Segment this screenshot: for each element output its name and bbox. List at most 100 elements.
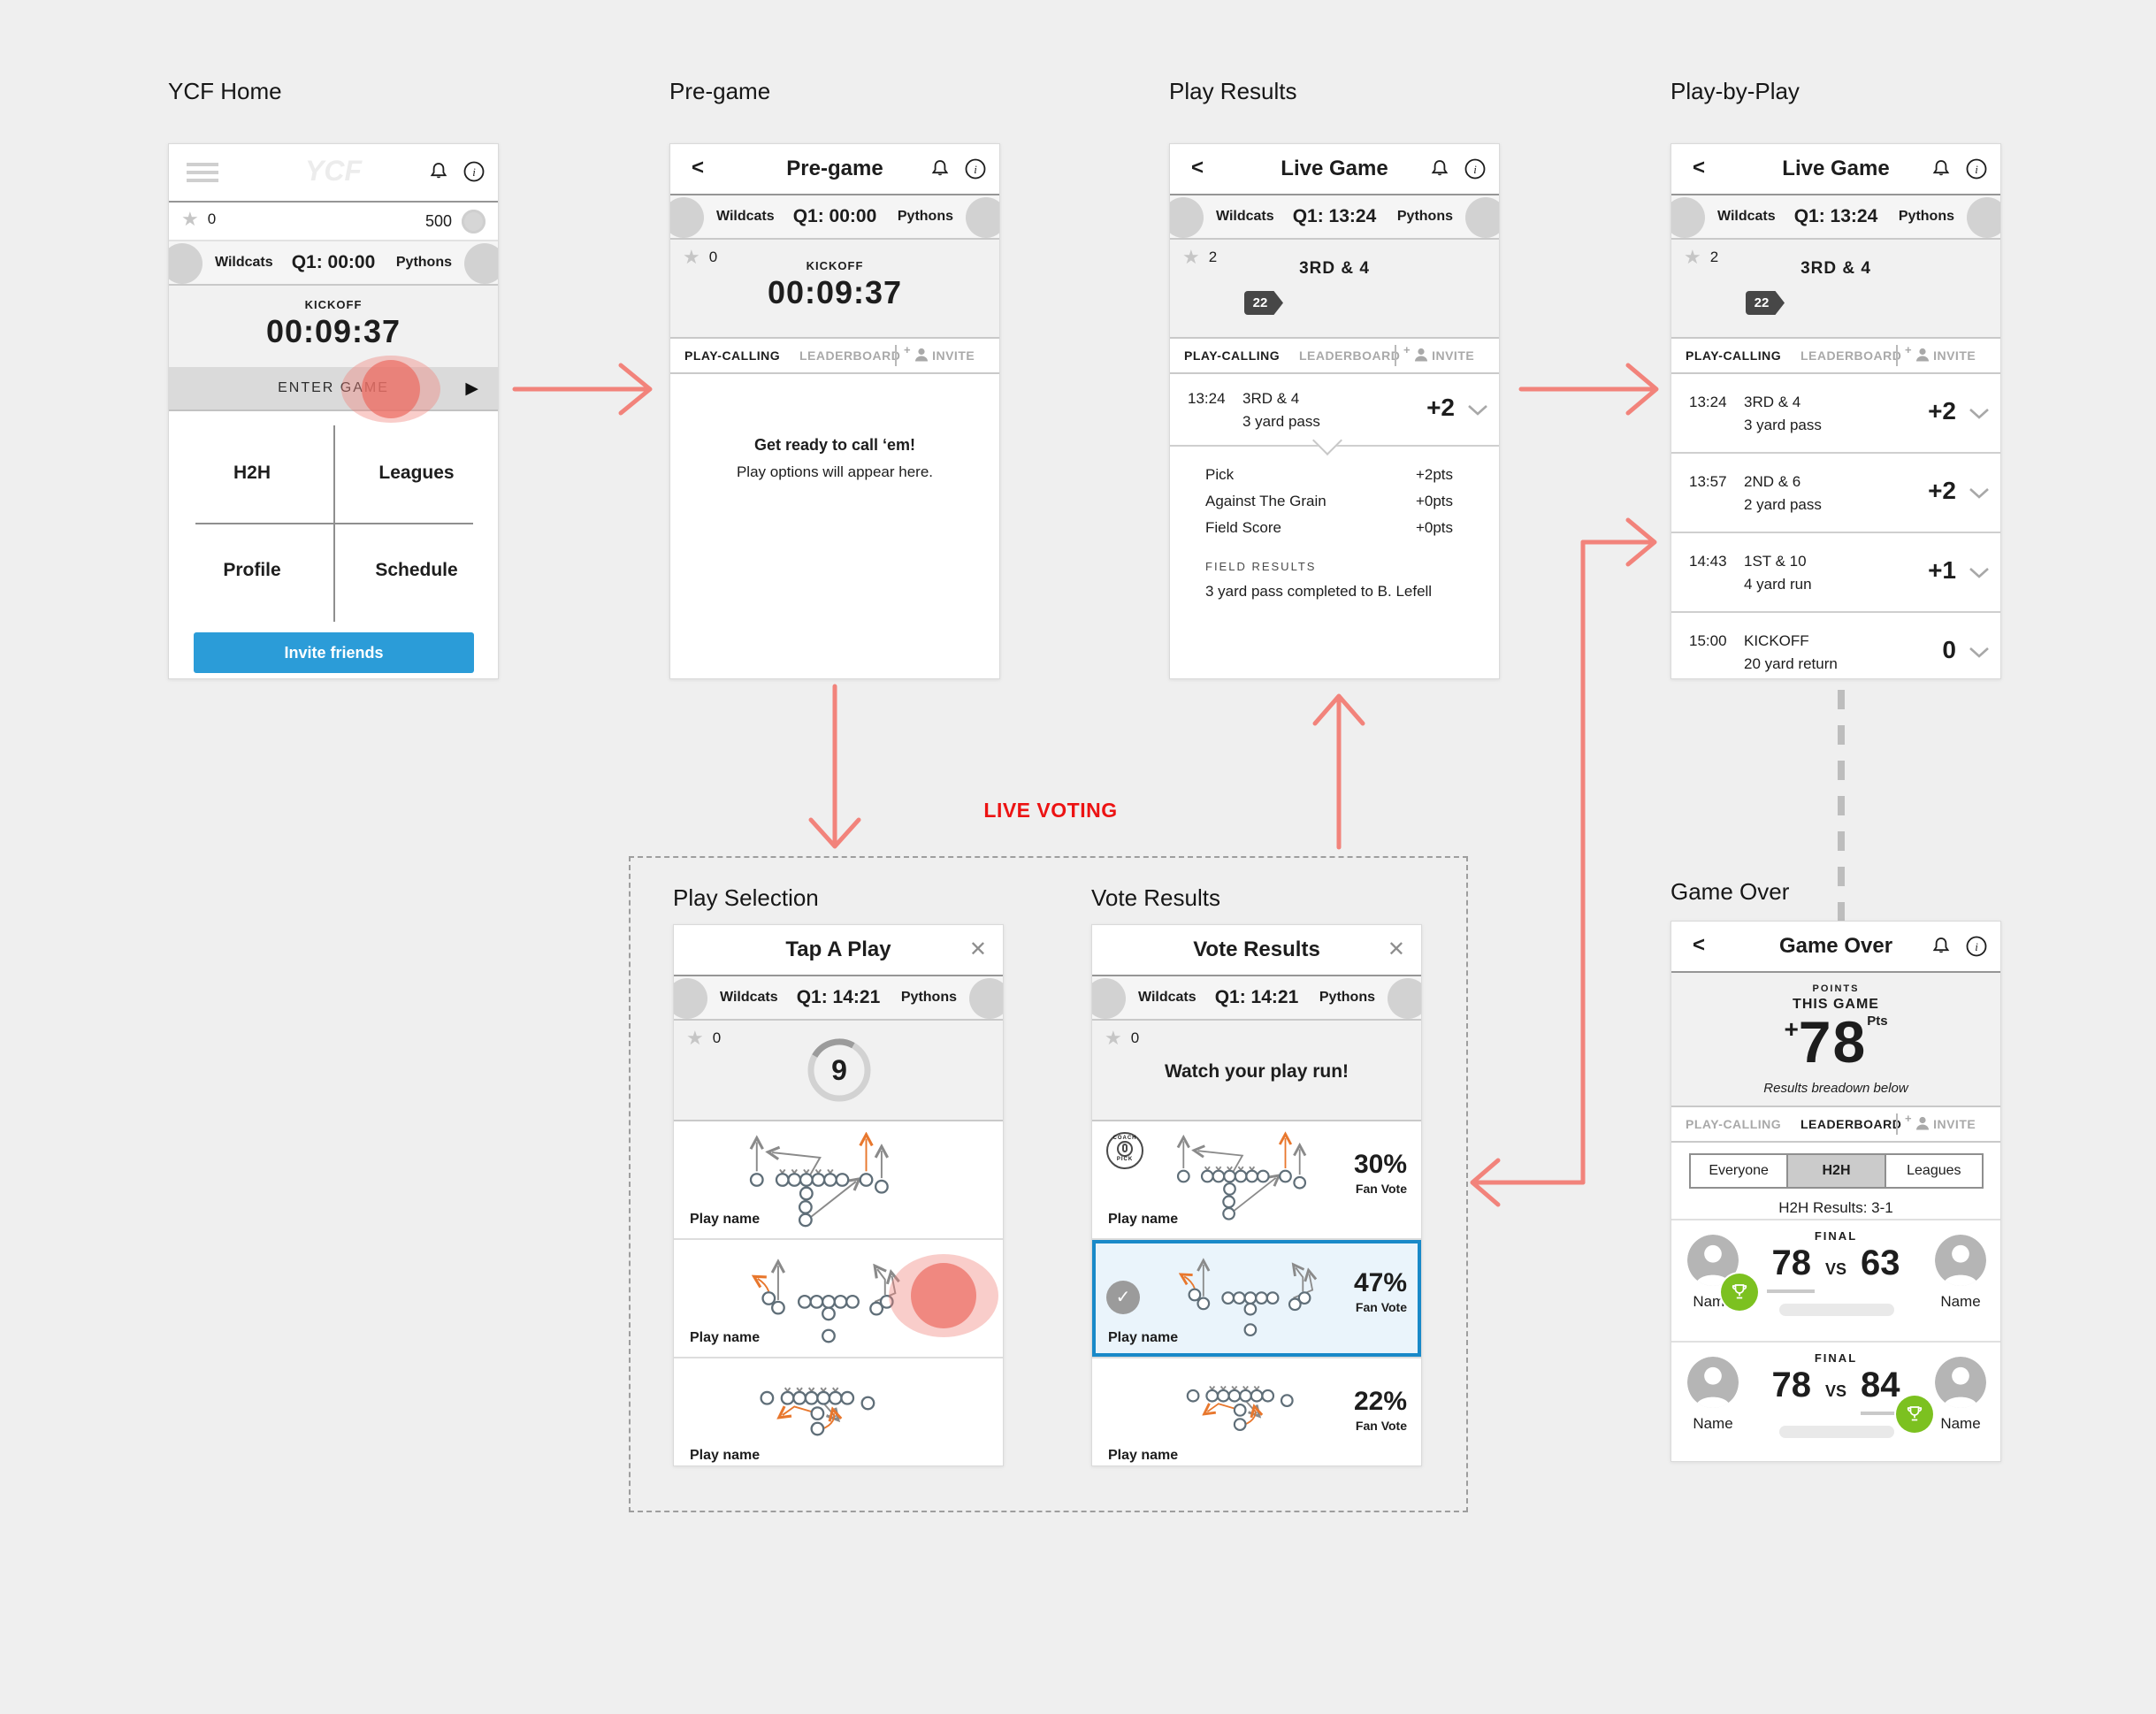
tab-leaderboard[interactable]: LEADERBOARD — [1299, 348, 1401, 363]
points-summary-panel: POINTS THIS GAME +78Pts Results breadown… — [1671, 973, 2000, 1107]
fan-vote-percent: 47% — [1353, 1268, 1407, 1297]
segment-leagues[interactable]: Leagues — [1907, 1163, 1961, 1178]
tab-divider — [1896, 1113, 1898, 1135]
chevron-down-icon[interactable] — [1969, 567, 1990, 579]
team-avatar-right — [1967, 197, 2000, 238]
team-name-right: Pythons — [395, 255, 452, 270]
tab-play-calling[interactable]: PLAY-CALLING — [1686, 348, 1782, 363]
enter-game-button[interactable]: ENTER GAME ▶ — [169, 367, 498, 411]
tab-invite[interactable]: + INVITE — [1905, 1112, 1976, 1131]
winner-underline — [1767, 1289, 1815, 1293]
play-row[interactable]: 13:57 2ND & 6 2 yard pass +2 — [1671, 454, 2000, 533]
back-button[interactable]: < — [692, 156, 705, 180]
countdown-ring — [807, 1038, 871, 1102]
plus-icon: + — [1905, 343, 1913, 356]
section-title-play-results: Play Results — [1169, 78, 1297, 104]
menu-item-leagues[interactable]: Leagues — [378, 463, 455, 483]
enter-game-label: ENTER GAME — [278, 380, 389, 395]
tab-leaderboard[interactable]: LEADERBOARD — [799, 348, 901, 363]
play-option-3[interactable]: Play name — [674, 1358, 1003, 1474]
bell-icon[interactable] — [929, 157, 952, 180]
down-panel: ★ 2 3RD & 4 22 — [1170, 240, 1499, 339]
tab-invite[interactable]: + INVITE — [904, 343, 975, 363]
tab-invite[interactable]: + INVITE — [1403, 343, 1475, 363]
screen-play-results: < Live Game Wildcats Q1: 13:24 Pythons ★… — [1169, 143, 1500, 679]
section-title-pregame: Pre-game — [669, 78, 771, 104]
down-and-distance: 3RD & 4 — [1800, 259, 1871, 278]
coin-count: 500 — [424, 212, 452, 230]
section-title-play-selection: Play Selection — [673, 884, 819, 911]
match-score: 78 VS 84 — [1771, 1366, 1900, 1404]
chevron-down-icon[interactable] — [1969, 487, 1990, 500]
vote-option-3[interactable]: 22% Fan Vote Play name — [1092, 1358, 1421, 1474]
vote-option-2-selected[interactable]: ✓ 47% Fan Vote Play name — [1092, 1240, 1421, 1358]
page-title: Vote Results — [1193, 937, 1320, 961]
segment-h2h[interactable]: H2H — [1788, 1155, 1886, 1187]
tab-play-calling[interactable]: PLAY-CALLING — [1184, 348, 1281, 363]
arrow-home-to-pregame — [512, 363, 653, 416]
info-icon[interactable] — [1965, 157, 1988, 180]
menu-item-h2h[interactable]: H2H — [233, 463, 271, 483]
kickoff-panel: KICKOFF 00:09:37 — [169, 286, 498, 374]
fan-vote-percent: 30% — [1353, 1150, 1407, 1179]
play-row[interactable]: 15:00 KICKOFF 20 yard return 0 — [1671, 613, 2000, 689]
team-avatar-left — [1170, 197, 1204, 238]
plus-icon: + — [904, 343, 912, 356]
back-button[interactable]: < — [1191, 156, 1204, 180]
back-button[interactable]: < — [1693, 156, 1706, 180]
invite-friends-button[interactable]: Invite friends — [194, 632, 474, 673]
down-and-distance: 3RD & 4 — [1299, 259, 1370, 278]
segment-everyone[interactable]: Everyone — [1691, 1155, 1789, 1187]
chevron-down-icon[interactable] — [1969, 647, 1990, 659]
player-name: Name — [1940, 1415, 1981, 1432]
info-icon[interactable] — [1965, 935, 1988, 958]
menu-item-schedule[interactable]: Schedule — [375, 560, 458, 580]
bell-icon[interactable] — [1930, 935, 1953, 958]
close-icon[interactable]: ✕ — [1387, 937, 1405, 961]
play-row[interactable]: 14:43 1ST & 10 4 yard run +1 — [1671, 533, 2000, 613]
tab-play-calling[interactable]: PLAY-CALLING — [684, 348, 781, 363]
page-title: Pre-game — [786, 157, 883, 180]
points-label: POINTS — [1812, 983, 1860, 994]
bell-icon[interactable] — [427, 160, 450, 183]
page-title: Tap A Play — [785, 937, 891, 961]
screen-play-by-play: < Live Game Wildcats Q1: 13:24 Pythons ★… — [1671, 143, 2001, 679]
close-icon[interactable]: ✕ — [968, 937, 987, 961]
info-icon[interactable] — [463, 160, 485, 183]
play-option-2[interactable]: Play name — [674, 1240, 1003, 1358]
team-avatar-right — [1465, 197, 1499, 238]
tab-leaderboard[interactable]: LEADERBOARD — [1800, 1117, 1902, 1131]
info-icon[interactable] — [1464, 157, 1487, 180]
vote-option-1[interactable]: COACH PICK 30% Fan Vote Play name — [1092, 1121, 1421, 1240]
game-clock: Q1: 13:24 — [1292, 206, 1377, 226]
tab-invite[interactable]: + INVITE — [1905, 343, 1976, 363]
chevron-down-icon[interactable] — [1467, 404, 1488, 417]
field-results-label: FIELD RESULTS — [1205, 560, 1317, 573]
hamburger-menu-icon[interactable] — [187, 163, 218, 187]
team-avatar-left — [670, 197, 704, 238]
h2h-match-row: Name FINAL 78 VS 84 Name — [1671, 1341, 2000, 1465]
plus-icon: + — [1403, 343, 1411, 356]
breakdown-row: Pick +2pts — [1205, 466, 1453, 483]
info-icon[interactable] — [964, 157, 987, 180]
team-name-left: Wildcats — [1138, 990, 1197, 1005]
back-button[interactable]: < — [1693, 933, 1706, 957]
breakdown-row: Against The Grain +0pts — [1205, 493, 1453, 509]
page-title: Live Game — [1281, 157, 1388, 180]
tab-play-calling[interactable]: PLAY-CALLING — [1686, 1117, 1782, 1131]
star-count: 0 — [1130, 1029, 1140, 1046]
coin-icon — [462, 210, 485, 233]
points-total: +78Pts — [1784, 1009, 1888, 1075]
person-icon — [1915, 347, 1930, 363]
play-option-1[interactable]: Play name — [674, 1121, 1003, 1240]
bell-icon[interactable] — [1428, 157, 1451, 180]
menu-item-profile[interactable]: Profile — [223, 560, 281, 580]
tab-leaderboard[interactable]: LEADERBOARD — [1800, 348, 1902, 363]
chevron-down-icon[interactable] — [1969, 408, 1990, 420]
scoreboard: Wildcats Q1: 00:00 Pythons — [670, 195, 999, 240]
play-row[interactable]: 13:24 3RD & 4 3 yard pass +2 — [1671, 374, 2000, 454]
team-name-left: Wildcats — [716, 209, 775, 224]
home-header: YCF — [169, 144, 498, 203]
bell-icon[interactable] — [1930, 157, 1953, 180]
section-title-game-over: Game Over — [1671, 878, 1790, 905]
